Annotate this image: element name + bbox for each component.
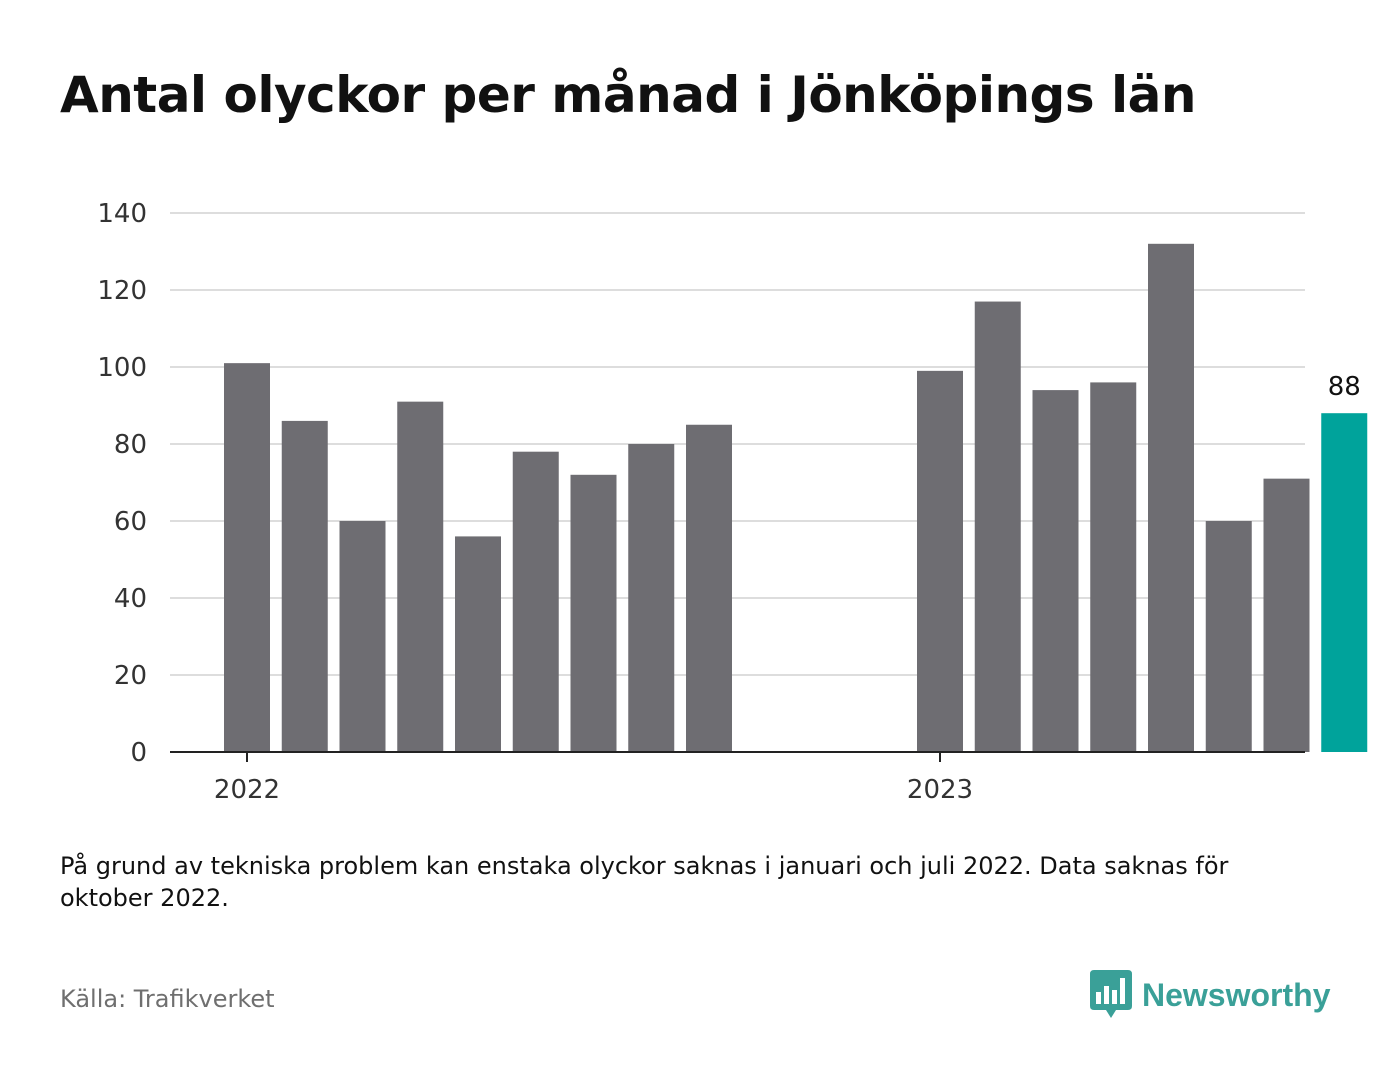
- bar-2023-01: [917, 370, 963, 752]
- axes: 0 20 40 60 80 100 120 140 2022 2023: [97, 199, 1305, 805]
- bars: [224, 243, 1368, 753]
- bar-2023-03: [1032, 390, 1079, 752]
- y-tick-label: 140: [97, 199, 147, 229]
- bar-2022-01: [224, 363, 270, 752]
- y-tick-label: 80: [114, 430, 147, 460]
- bar-2022-07: [570, 474, 617, 752]
- x-tick-label: 2022: [214, 775, 280, 805]
- y-tick-label: 20: [114, 661, 147, 691]
- y-tick-label: 100: [97, 353, 147, 383]
- y-tick-label: 40: [114, 584, 147, 614]
- y-tick-label: 0: [130, 738, 147, 768]
- bar-2022-06: [512, 451, 559, 752]
- bar-2023-08: [1321, 413, 1368, 752]
- bar-2022-04: [397, 401, 444, 752]
- bar-2022-05: [455, 536, 501, 752]
- bar-2023-07: [1263, 478, 1310, 752]
- bar-chart: 88 0 20 40 60 80 100 120 140 2022 2023: [97, 199, 1368, 805]
- bar-2023-04: [1090, 382, 1137, 752]
- bar-2022-08: [628, 444, 675, 752]
- newsworthy-brand[interactable]: Newsworthy: [1090, 970, 1330, 1020]
- bar-2023-02: [974, 301, 1021, 752]
- y-tick-label: 120: [97, 276, 147, 306]
- brand-name: Newsworthy: [1142, 976, 1331, 1013]
- bar-2022-09: [686, 424, 732, 752]
- data-labels: 88: [1328, 372, 1361, 402]
- bar-2022-03: [339, 521, 386, 752]
- chart-note: På grund av tekniska problem kan enstaka…: [60, 852, 1229, 912]
- bar-2023-05: [1148, 243, 1194, 753]
- x-tick-label: 2023: [907, 775, 973, 805]
- chart-title: Antal olyckor per månad i Jönköpings län: [60, 66, 1196, 124]
- data-label: 88: [1328, 372, 1361, 402]
- newsworthy-logo-icon: [1090, 970, 1132, 1018]
- bar-2023-06: [1205, 521, 1252, 752]
- bar-2022-02: [281, 420, 328, 752]
- y-tick-label: 60: [114, 507, 147, 537]
- source-text: Källa: Trafikverket: [60, 985, 275, 1013]
